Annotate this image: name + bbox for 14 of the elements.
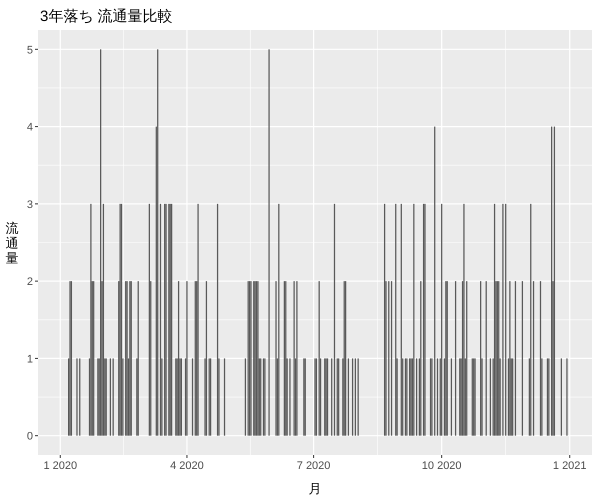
x-axis-title: 月 <box>308 481 322 496</box>
y-tick-label: 2 <box>26 276 33 288</box>
x-tick-label: 7 2020 <box>296 460 330 472</box>
y-tick-label: 0 <box>26 430 33 443</box>
x-tick-label: 1 2021 <box>552 460 587 472</box>
y-tick-label: 5 <box>26 44 33 56</box>
chart-title: 3年落ち 流通量比較 <box>40 8 173 25</box>
y-tick-label: 3 <box>26 198 33 211</box>
y-tick-label: 1 <box>26 353 33 366</box>
y-axis-title: 流通量 <box>6 220 18 266</box>
y-tick-label: 4 <box>26 122 33 134</box>
x-tick-label: 10 2020 <box>422 460 462 472</box>
x-tick-label: 4 2020 <box>170 460 204 472</box>
x-tick-label: 1 2020 <box>43 460 78 472</box>
